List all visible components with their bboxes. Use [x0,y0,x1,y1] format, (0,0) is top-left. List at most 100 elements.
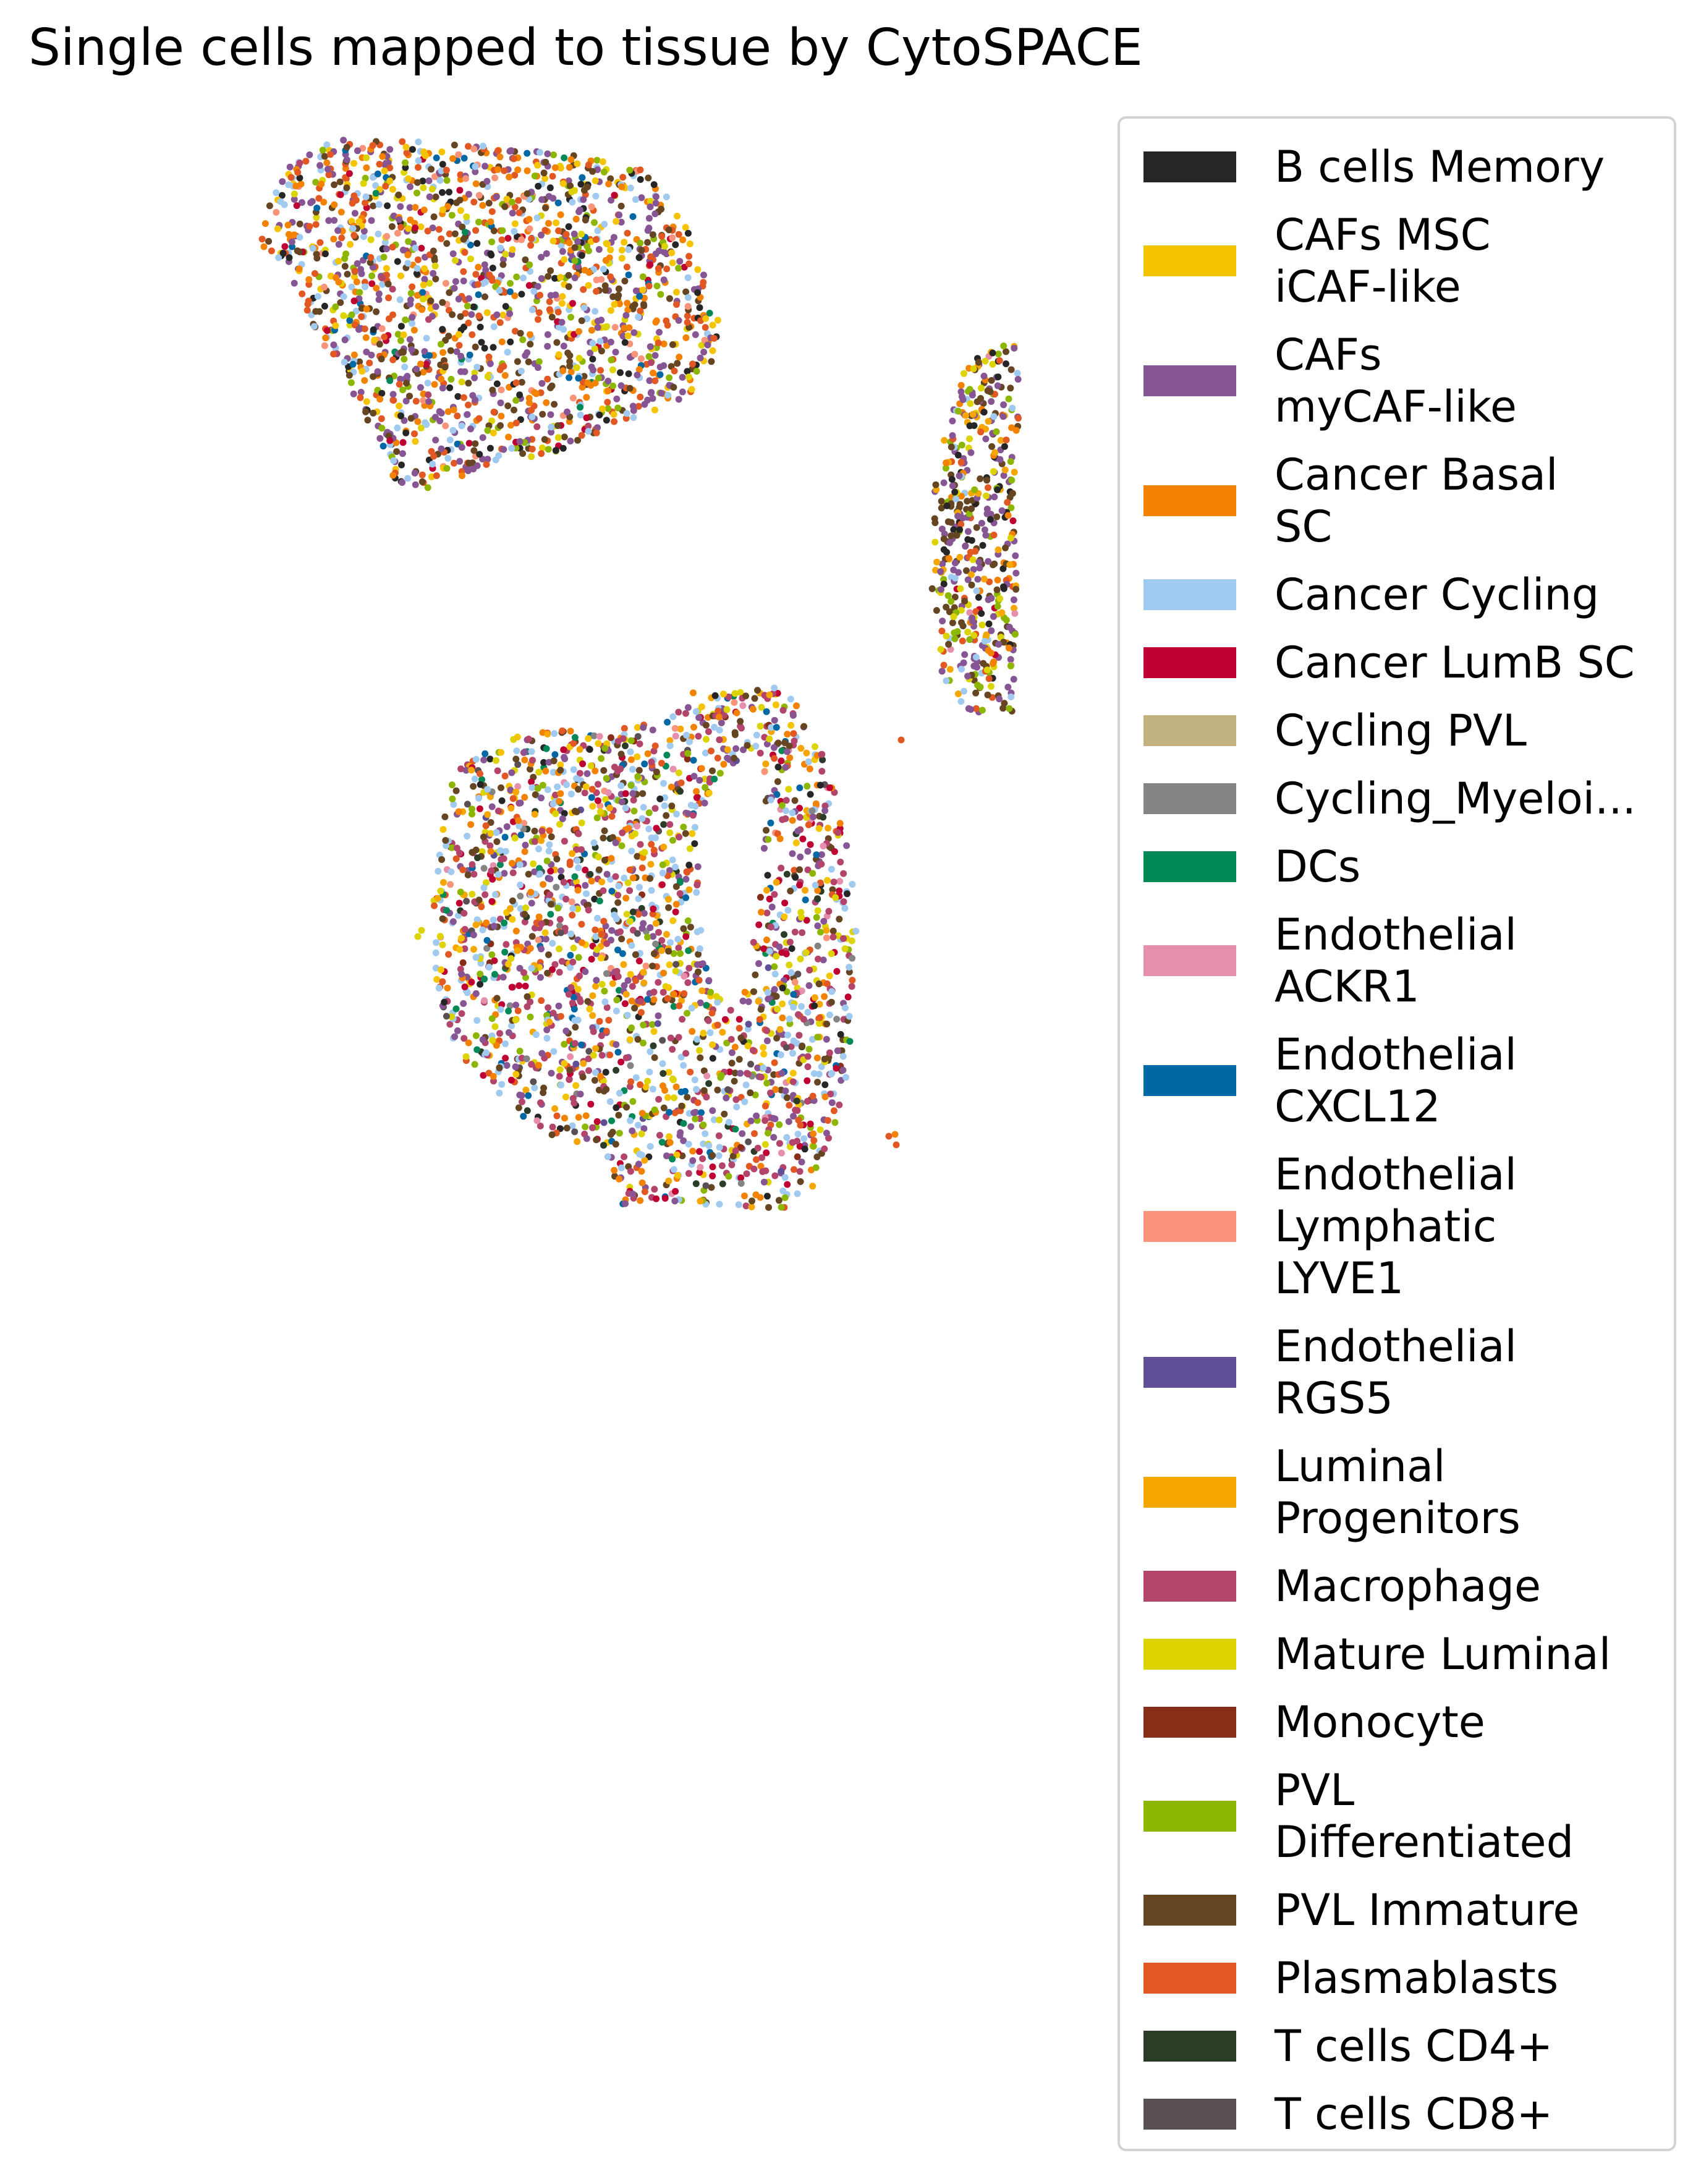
cell-point [972,705,980,712]
cell-point [619,174,627,181]
cell-point [457,313,464,320]
cell-point [524,150,531,157]
cell-point [336,178,344,185]
cell-point [531,172,538,180]
cell-point [666,742,674,749]
cell-point [598,980,606,988]
cell-point [537,292,544,299]
cell-point [591,1077,598,1084]
cell-point [983,506,991,512]
cell-point [579,383,586,391]
cell-point [600,767,608,774]
cell-point [786,754,794,762]
cell-point [787,695,794,703]
cell-point [622,804,629,812]
cell-point [655,1095,663,1103]
cell-point [592,308,599,315]
cell-point [647,1048,654,1055]
cell-point [455,808,462,815]
cell-point [823,980,831,987]
cell-point [961,370,967,377]
cell-point [603,1086,610,1093]
cell-point [484,811,491,818]
cell-point [604,1153,611,1160]
cell-point [789,1050,796,1057]
cell-point [582,1112,590,1120]
cell-point [402,316,409,323]
cell-point [981,526,988,533]
cell-point [776,943,783,951]
cell-point [831,848,838,856]
cell-point [792,873,799,881]
cell-point [783,1044,790,1051]
cell-point [477,971,484,978]
cell-point [543,745,550,752]
cell-point [402,164,409,171]
cell-point [389,311,396,318]
cell-point [783,797,790,804]
cell-point [460,909,468,917]
cell-point [604,405,612,412]
cell-point [449,427,457,434]
cell-point [569,999,576,1006]
cell-point [569,300,576,307]
cell-point [413,365,420,373]
cell-point [522,1086,530,1094]
cell-point [396,381,403,388]
cell-point [678,997,685,1005]
cell-point [985,620,993,627]
cell-point [757,1006,765,1013]
cell-point [373,284,380,292]
cell-point [564,408,571,415]
cell-point [1014,370,1021,377]
cell-point [592,767,599,775]
cell-point [518,291,525,298]
cell-point [724,746,731,754]
cell-point [583,414,590,422]
cell-point [714,754,721,762]
cell-point [430,247,437,255]
cell-point [278,192,286,199]
cell-point [524,993,531,1000]
cell-point [765,1129,771,1137]
cell-point [514,166,522,174]
cell-point [580,304,588,312]
cell-point [493,311,501,318]
cell-point [394,331,402,338]
cell-point [473,240,481,247]
cell-point [570,740,577,747]
cell-point [355,218,363,225]
cell-point [703,1001,710,1009]
cell-point [803,917,810,924]
cell-point [517,329,524,337]
cell-point [511,227,518,235]
cell-point [684,312,691,320]
cell-point [617,928,624,935]
cell-point [309,245,316,252]
cell-point [438,167,445,174]
cell-point [689,812,697,819]
cell-point [990,658,998,666]
cell-point [540,758,548,766]
cell-point [716,736,723,744]
cell-point [844,890,850,898]
cell-point [592,192,600,200]
cell-point [469,392,477,399]
cell-point [634,1035,642,1043]
cell-point [511,203,519,211]
cell-point [551,730,558,737]
cell-point [836,1101,843,1108]
cell-point [928,585,936,592]
cell-point [447,881,454,888]
cell-point [826,784,833,791]
cell-point [732,1147,739,1155]
legend-label: Cancer Cycling [1275,569,1600,620]
cell-point [1011,605,1017,612]
cell-point [470,465,477,473]
cell-point [709,347,716,354]
cell-point [568,898,575,906]
cell-point [732,745,740,752]
cell-point [528,235,535,242]
cell-point [575,375,582,382]
legend-swatch [1143,1211,1236,1242]
